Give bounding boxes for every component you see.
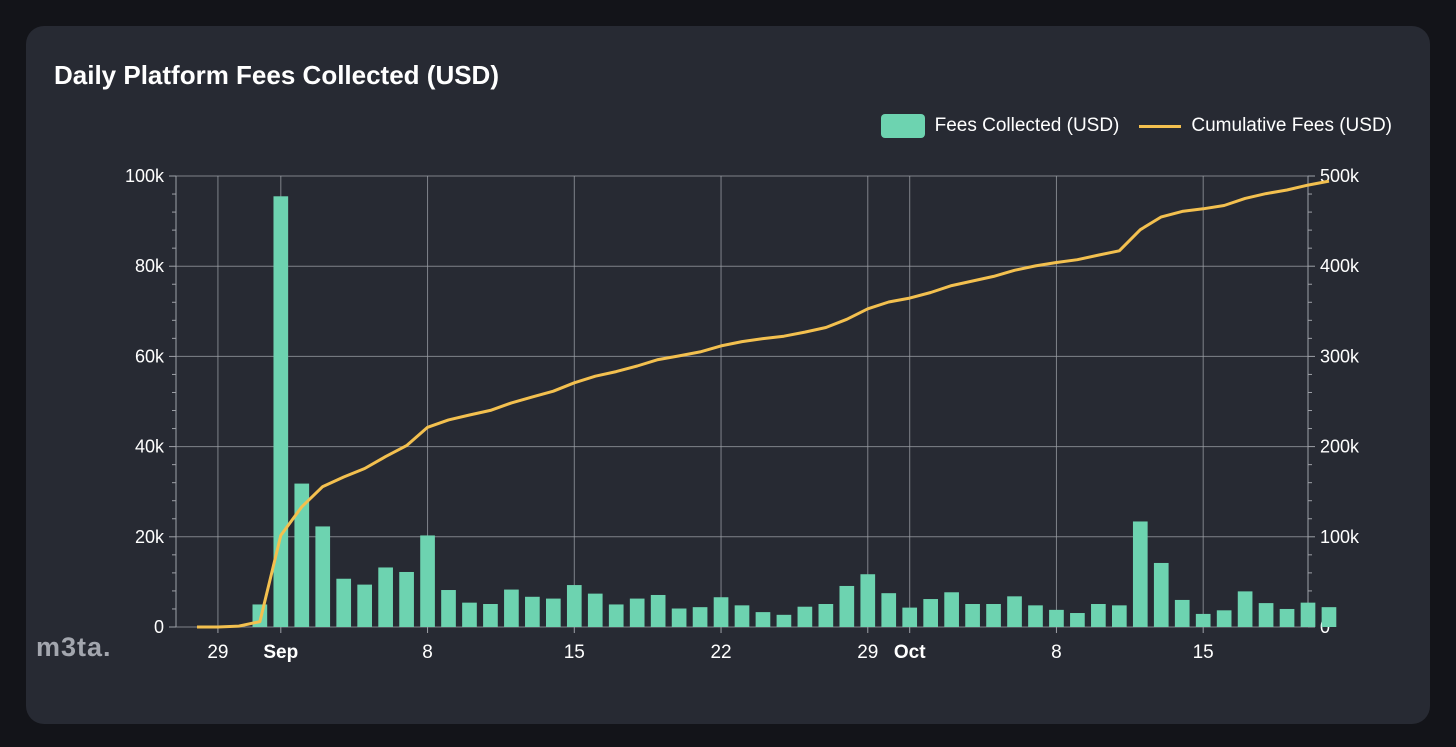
fee-bar xyxy=(650,594,666,627)
fee-bar xyxy=(1216,610,1232,627)
fee-bar xyxy=(336,578,352,627)
legend-item-cumulative[interactable]: Cumulative Fees (USD) xyxy=(1139,115,1392,137)
chart-title: Daily Platform Fees Collected (USD) xyxy=(54,60,499,90)
fee-bar xyxy=(1279,608,1295,627)
legend-label-cumulative: Cumulative Fees (USD) xyxy=(1191,115,1392,136)
fee-bar xyxy=(629,598,645,627)
fee-bar xyxy=(378,567,393,627)
m3ta-logo: m3ta. xyxy=(36,632,112,662)
fee-bar xyxy=(483,603,498,627)
y-right-tick-label: 400k xyxy=(1320,256,1360,276)
x-tick-label: 22 xyxy=(710,642,731,663)
fee-bar xyxy=(692,607,708,627)
x-tick-label: 15 xyxy=(1193,642,1214,663)
y-left-tick-label: 0 xyxy=(154,617,164,637)
fee-bar xyxy=(566,585,582,627)
fee-bar xyxy=(315,526,331,627)
chart-legend: Fees Collected (USD) Cumulative Fees (US… xyxy=(880,114,1392,138)
fee-bar xyxy=(504,589,519,627)
fee-bar xyxy=(545,598,561,627)
fee-bar xyxy=(587,593,603,627)
fee-bar xyxy=(1258,603,1274,627)
fee-bar xyxy=(462,602,477,627)
fee-bar xyxy=(1153,562,1169,627)
fee-bar xyxy=(273,196,289,628)
fee-bar xyxy=(923,599,939,627)
fee-bar xyxy=(776,614,792,627)
fee-bar xyxy=(671,608,687,627)
fee-bar xyxy=(734,605,750,627)
fee-bar xyxy=(1174,599,1190,627)
y-right-tick-label: 100k xyxy=(1320,527,1360,547)
cumulative-line xyxy=(197,179,1330,629)
fee-bar xyxy=(1028,605,1043,627)
fee-bar xyxy=(713,597,729,627)
fee-bar xyxy=(755,612,771,627)
fee-bar xyxy=(357,584,373,627)
x-tick-label: 29 xyxy=(857,642,878,663)
fee-bar xyxy=(902,607,918,627)
fee-bar xyxy=(399,571,414,627)
legend-swatch-line xyxy=(1139,124,1182,128)
fee-bar xyxy=(1111,605,1127,627)
y-right-tick-label: 200k xyxy=(1320,437,1360,457)
x-tick-label: Sep xyxy=(263,642,298,663)
fee-bar xyxy=(294,483,310,627)
fee-bar xyxy=(986,603,1001,627)
fee-bar xyxy=(839,585,855,627)
fee-bar xyxy=(608,604,624,627)
fee-bar xyxy=(1195,613,1211,627)
y-left-tick-label: 100k xyxy=(125,166,165,186)
y-left-tick-label: 20k xyxy=(135,527,165,547)
fee-bar xyxy=(818,603,834,627)
fee-bar xyxy=(1132,521,1148,627)
legend-item-fees[interactable]: Fees Collected (USD) xyxy=(880,114,1120,138)
fee-bar xyxy=(797,606,813,627)
fee-bar xyxy=(420,535,435,627)
y-left-tick-label: 80k xyxy=(135,256,165,276)
x-tick-label: Oct xyxy=(894,642,926,663)
fee-bar xyxy=(881,593,897,627)
fee-bar xyxy=(1049,609,1064,627)
legend-label-fees: Fees Collected (USD) xyxy=(934,115,1120,136)
y-left-tick-label: 60k xyxy=(135,346,165,366)
fee-bar xyxy=(1007,596,1022,627)
fee-bar xyxy=(944,592,959,627)
fee-bar xyxy=(525,596,540,627)
y-right-tick-label: 300k xyxy=(1320,346,1360,366)
y-right-tick-label: 500k xyxy=(1320,166,1360,186)
x-tick-label: 8 xyxy=(1051,642,1062,663)
fee-bar xyxy=(965,603,980,627)
fee-bar xyxy=(441,590,456,627)
x-tick-label: 15 xyxy=(564,642,585,663)
fee-bar xyxy=(1321,607,1337,627)
fee-bar xyxy=(1070,613,1085,627)
x-tick-label: 29 xyxy=(207,642,228,663)
legend-swatch-bar xyxy=(880,114,925,138)
fee-bar xyxy=(1237,591,1253,627)
fee-bar xyxy=(860,574,876,627)
y-left-tick-label: 40k xyxy=(135,437,165,457)
fee-bar xyxy=(1091,603,1106,627)
fee-bar xyxy=(1300,602,1316,627)
x-tick-label: 8 xyxy=(422,642,433,663)
